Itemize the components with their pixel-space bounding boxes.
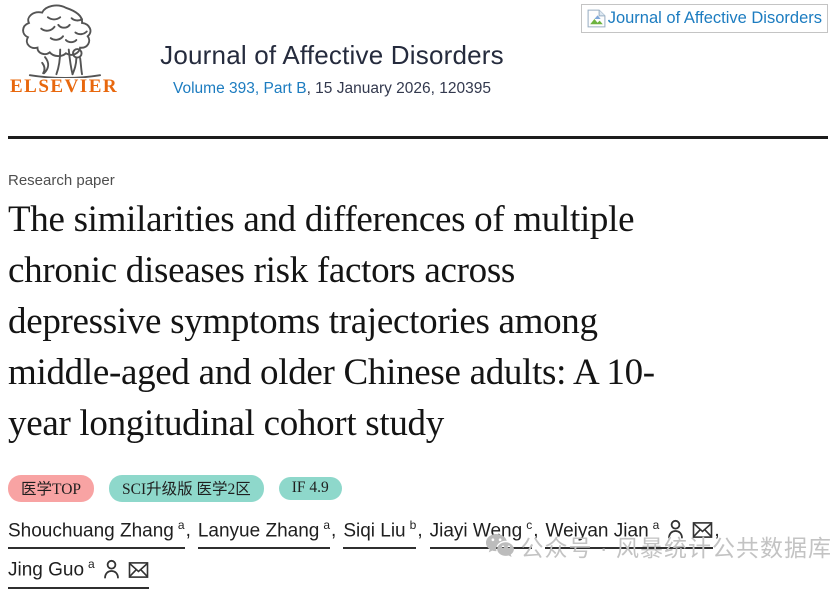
title-line: depressive symptoms trajectories among [8, 301, 598, 342]
author-link[interactable]: Lanyue Zhang a [197, 510, 331, 550]
author-affiliation-sup: b [409, 518, 417, 532]
author-separator: , [331, 520, 337, 542]
author-separator: , [533, 520, 539, 542]
article-content: Research paper The similarities and diff… [0, 172, 836, 589]
elsevier-tree-icon [22, 4, 101, 78]
broken-image-icon [587, 9, 606, 28]
elsevier-logo[interactable]: ELSEVIER [10, 4, 128, 98]
author-affiliation-sup: a [652, 518, 660, 532]
author-list: Shouchuang Zhang a, Lanyue Zhang a, Siqi Liu… [8, 510, 828, 589]
article-type-label: Research paper [8, 172, 115, 189]
author-affiliation-sup: a [177, 518, 185, 532]
volume-line: Volume 393, Part B, 15 January 2026, 120… [146, 80, 518, 98]
envelope-icon [693, 522, 713, 539]
title-line: year longitudinal cohort study [8, 403, 444, 444]
article-title: The similarities and differences of mult… [8, 194, 828, 449]
author-separator: , [417, 520, 423, 542]
author-link[interactable]: Weiyan Jian a [545, 510, 714, 550]
elsevier-wordmark: ELSEVIER [10, 76, 119, 97]
author-link[interactable]: Shouchuang Zhang a [8, 510, 185, 550]
journal-cover-link[interactable]: Journal of Affective Disorders [580, 4, 828, 33]
title-line: middle-aged and older Chinese adults: A … [8, 352, 655, 393]
volume-link[interactable]: Volume 393, Part B [173, 80, 307, 97]
badge-row: 医学TOP SCI升级版 医学2区 IF 4.9 [8, 475, 828, 502]
envelope-icon [128, 561, 149, 578]
journal-header: ELSEVIER Journal of Affective Disorders … [8, 0, 828, 139]
author-separator: , [185, 520, 191, 542]
person-icon [668, 520, 684, 539]
ranking-badge: 医学TOP [8, 475, 95, 502]
title-line: chronic diseases risk factors across [8, 250, 516, 291]
journal-title-block: Journal of Affective Disorders Volume 39… [146, 40, 518, 98]
author-affiliation-sup: a [88, 557, 95, 572]
author-affiliation-sup: c [526, 518, 533, 532]
ranking-badge: SCI升级版 医学2区 [109, 475, 264, 502]
author-affiliation-sup: a [323, 518, 331, 532]
journal-cover-label: Journal of Affective Disorders [607, 9, 822, 27]
author-link[interactable]: Siqi Liu b [343, 510, 417, 550]
ranking-badge: IF 4.9 [278, 477, 342, 500]
issue-info: , 15 January 2026, 120395 [306, 80, 491, 97]
author-separator: , [714, 520, 720, 542]
author-link[interactable]: Jiayi Weng c [429, 510, 533, 550]
person-icon [103, 559, 119, 579]
title-line: The similarities and differences of mult… [8, 199, 635, 240]
journal-title-link[interactable]: Journal of Affective Disorders [160, 40, 504, 70]
